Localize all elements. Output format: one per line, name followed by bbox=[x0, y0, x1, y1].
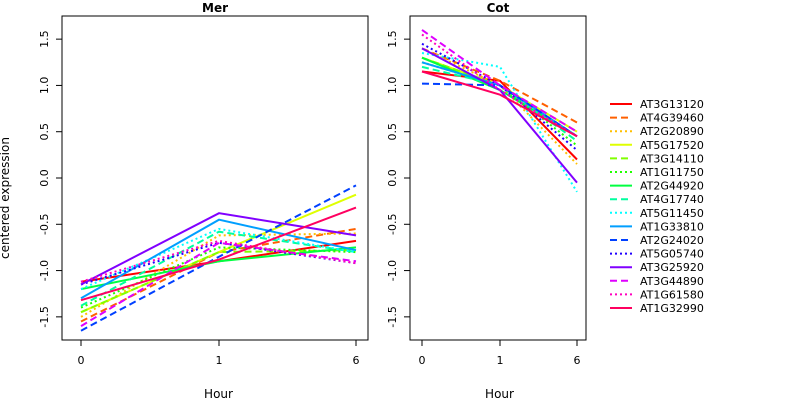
series-line-at4g39460 bbox=[421, 47, 578, 124]
x-axis-title: Hour bbox=[485, 387, 514, 400]
panel-title-mer: Mer bbox=[202, 1, 228, 15]
x-tick-label: 6 bbox=[574, 354, 581, 367]
series-line-at3g25920 bbox=[80, 212, 357, 286]
legend-label-at1g33810: AT1G33810 bbox=[640, 220, 704, 233]
legend-label-at1g11750: AT1G11750 bbox=[640, 166, 704, 179]
series-line-at1g32990 bbox=[80, 206, 357, 302]
legend-label-at5g17520: AT5G17520 bbox=[640, 139, 704, 152]
series-line-at4g17740 bbox=[80, 230, 357, 307]
legend-label-at2g44920: AT2G44920 bbox=[640, 180, 704, 193]
legend-label-at3g13120: AT3G13120 bbox=[640, 98, 704, 111]
y-tick-label: -1.5 bbox=[38, 306, 51, 327]
legend-label-at2g24020: AT2G24020 bbox=[640, 234, 704, 247]
y-tick-label: -1.0 bbox=[386, 260, 399, 281]
legend-label-at3g44890: AT3G44890 bbox=[640, 275, 704, 288]
series-line-at5g05740 bbox=[421, 42, 578, 151]
series-line-at1g33810 bbox=[80, 218, 357, 300]
x-tick-label: 0 bbox=[78, 354, 85, 367]
y-tick-label: -1.5 bbox=[386, 306, 399, 327]
legend-label-at3g25920: AT3G25920 bbox=[640, 261, 704, 274]
legend-label-at5g11450: AT5G11450 bbox=[640, 207, 704, 220]
series-line-at1g61580 bbox=[80, 239, 357, 283]
legend-label-at1g32990: AT1G32990 bbox=[640, 302, 704, 315]
y-tick-label: -0.5 bbox=[38, 214, 51, 235]
legend-label-at3g14110: AT3G14110 bbox=[640, 152, 704, 165]
x-tick-label: 6 bbox=[353, 354, 360, 367]
series-line-at3g44890 bbox=[421, 29, 578, 133]
y-tick-label: -1.0 bbox=[38, 260, 51, 281]
series-line-at1g32990 bbox=[421, 70, 578, 138]
x-tick-label: 0 bbox=[419, 354, 426, 367]
y-tick-label: 0.5 bbox=[38, 123, 51, 141]
y-tick-label: 1.0 bbox=[386, 77, 399, 95]
series-line-at3g13120 bbox=[421, 70, 578, 161]
legend-label-at4g39460: AT4G39460 bbox=[640, 112, 704, 125]
x-tick-label: 1 bbox=[216, 354, 223, 367]
y-tick-label: 0.5 bbox=[386, 123, 399, 141]
x-tick-label: 1 bbox=[497, 354, 504, 367]
y-tick-label: 0.0 bbox=[38, 169, 51, 187]
y-tick-label: 1.0 bbox=[38, 77, 51, 95]
series-line-at2g44920 bbox=[80, 246, 357, 291]
x-axis-title: Hour bbox=[204, 387, 233, 400]
legend-label-at2g20890: AT2G20890 bbox=[640, 125, 704, 138]
legend-label-at1g61580: AT1G61580 bbox=[640, 288, 704, 301]
y-tick-label: 1.5 bbox=[38, 30, 51, 48]
y-axis-title: centered expression bbox=[0, 137, 12, 259]
legend-label-at5g05740: AT5G05740 bbox=[640, 248, 704, 261]
y-tick-label: 0.0 bbox=[386, 169, 399, 187]
y-tick-label: -0.5 bbox=[386, 214, 399, 235]
series-line-at2g24020 bbox=[421, 82, 578, 138]
series-line-at2g24020 bbox=[80, 184, 357, 332]
series-line-at3g14110 bbox=[80, 249, 357, 314]
series-line-at5g11450 bbox=[80, 227, 357, 291]
panel-title-cot: Cot bbox=[487, 1, 510, 15]
y-tick-label: 1.5 bbox=[386, 30, 399, 48]
series-line-at1g61580 bbox=[421, 33, 578, 138]
series-line-at2g20890 bbox=[80, 232, 357, 318]
legend-label-at4g17740: AT4G17740 bbox=[640, 193, 704, 206]
series-line-at5g11450 bbox=[421, 52, 578, 193]
